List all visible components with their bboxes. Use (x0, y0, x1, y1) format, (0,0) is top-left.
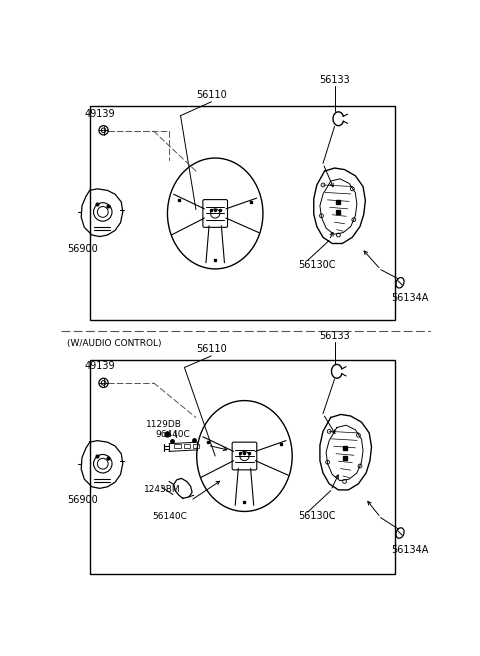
Text: 49139: 49139 (84, 361, 115, 371)
Text: 1243BM: 1243BM (144, 485, 181, 494)
Text: 49139: 49139 (84, 109, 115, 119)
Bar (90, 359, 395, 574)
Bar (174, 445, 180, 448)
Bar (193, 445, 199, 448)
Text: (W/AUDIO CONTROL): (W/AUDIO CONTROL) (67, 339, 162, 348)
Text: 56900: 56900 (67, 244, 98, 255)
Text: 56130C: 56130C (299, 260, 336, 270)
Text: 56900: 56900 (67, 495, 98, 504)
Text: 56133: 56133 (319, 331, 350, 340)
Text: 56110: 56110 (196, 344, 227, 354)
Text: 96440C: 96440C (155, 430, 190, 439)
Text: 56140C: 56140C (152, 512, 187, 522)
Text: 56130C: 56130C (299, 512, 336, 522)
Text: 56134A: 56134A (391, 293, 428, 303)
Text: 56134A: 56134A (391, 544, 428, 554)
Text: 56133: 56133 (319, 75, 350, 85)
Text: 1129DB: 1129DB (146, 420, 182, 429)
Bar (90, 106, 395, 319)
Text: 56110: 56110 (196, 91, 227, 100)
Bar (184, 445, 190, 448)
